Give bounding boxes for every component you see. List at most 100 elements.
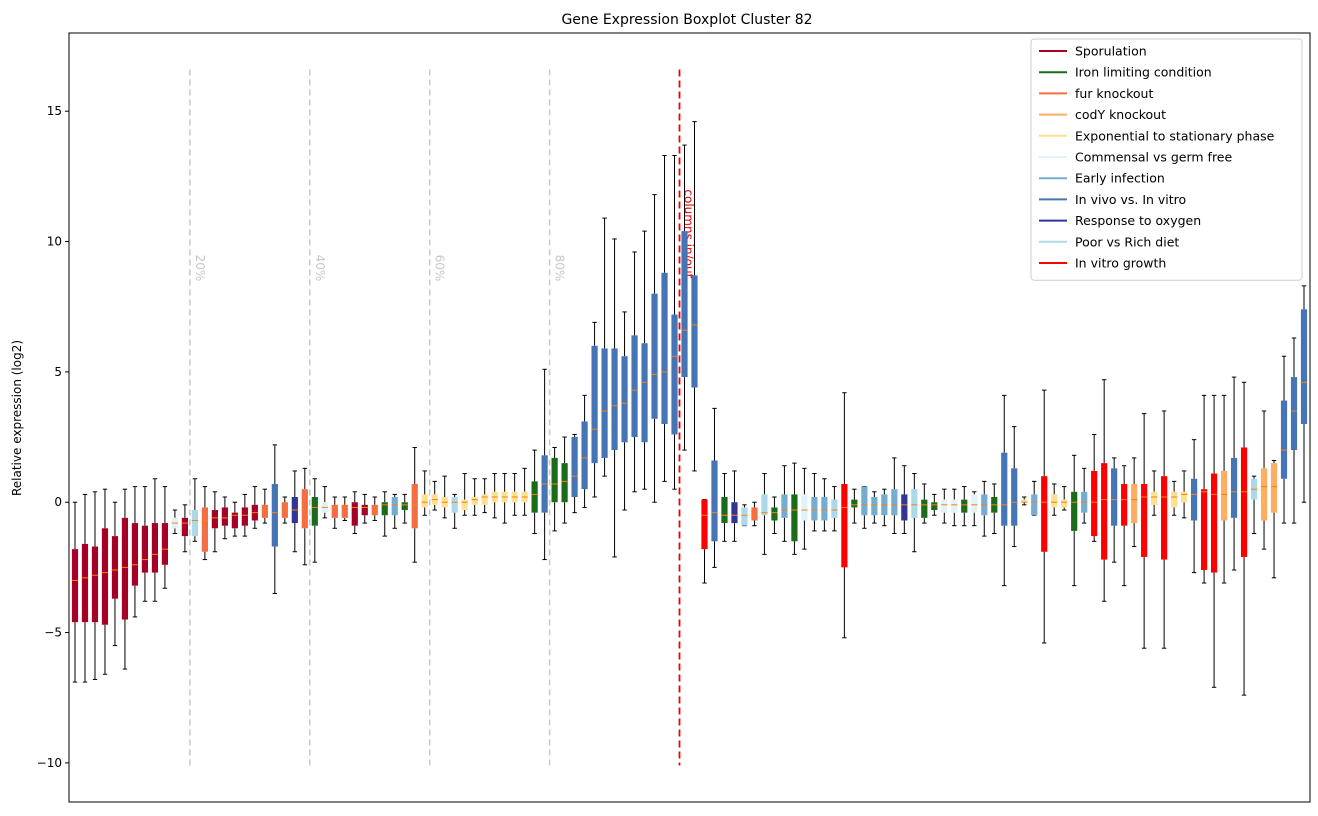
y-tick-label: 15	[47, 104, 62, 118]
box-body	[1210, 473, 1218, 573]
box-body	[651, 293, 658, 419]
box-body	[631, 335, 638, 438]
box-body	[891, 489, 898, 516]
box-9	[161, 486, 169, 589]
box-body	[671, 314, 678, 435]
box-53	[601, 217, 608, 477]
box-36	[431, 480, 438, 511]
box-15	[221, 496, 228, 540]
box-body	[1300, 309, 1308, 425]
box-8	[151, 478, 159, 602]
box-4	[111, 501, 119, 647]
box-body	[731, 502, 738, 524]
box-82	[891, 457, 898, 535]
box-body	[181, 517, 189, 537]
box-26	[331, 496, 338, 529]
box-body	[1141, 483, 1148, 557]
box-110	[1171, 480, 1178, 516]
box-113	[1200, 394, 1208, 584]
legend-label: Exponential to stationary phase	[1075, 128, 1275, 143]
box-body	[221, 507, 228, 526]
box-body	[751, 507, 758, 521]
box-83	[901, 465, 908, 535]
box-body	[81, 543, 89, 623]
box-114	[1210, 394, 1218, 688]
box-body	[411, 483, 418, 529]
box-89	[961, 486, 968, 527]
box-20	[271, 444, 278, 594]
box-69	[761, 473, 768, 555]
box-10	[171, 509, 179, 535]
box-14	[211, 491, 218, 553]
box-body	[711, 460, 718, 542]
box-body	[461, 499, 468, 511]
box-30	[371, 496, 378, 521]
box-body	[201, 507, 208, 552]
box-73	[801, 467, 808, 550]
box-11	[181, 504, 189, 553]
box-50	[571, 433, 578, 514]
legend-label: In vivo vs. In vitro	[1075, 192, 1186, 207]
box-111	[1181, 470, 1188, 519]
box-body	[661, 272, 668, 425]
box-121	[1280, 355, 1288, 524]
box-54	[611, 238, 618, 558]
box-42	[491, 473, 498, 519]
legend-label: codY knockout	[1075, 107, 1166, 122]
box-body	[1260, 468, 1268, 521]
box-105	[1121, 465, 1128, 587]
box-118	[1250, 475, 1258, 535]
box-body	[971, 494, 978, 513]
percentile-marker-label: 60%	[433, 255, 447, 282]
box-body	[1071, 491, 1078, 531]
box-44	[511, 473, 518, 516]
box-37	[441, 475, 448, 519]
legend-label: Poor vs Rich diet	[1075, 234, 1179, 249]
box-body	[331, 504, 338, 518]
box-body	[1190, 478, 1198, 521]
percentile-marker-label: 80%	[553, 255, 567, 282]
box-92	[991, 483, 998, 535]
box-body	[361, 504, 368, 516]
box-body	[1111, 468, 1118, 526]
legend-label: In vitro growth	[1075, 256, 1166, 271]
box-64	[711, 407, 718, 568]
legend-item: Commensal vs germ free	[1039, 150, 1232, 165]
box-31	[381, 491, 388, 537]
box-body	[901, 494, 908, 521]
box-38	[451, 493, 458, 529]
box-57	[641, 230, 648, 490]
box-body	[581, 421, 588, 490]
box-body	[401, 502, 408, 511]
box-body	[601, 348, 608, 458]
box-33	[401, 493, 408, 524]
box-48	[551, 446, 558, 532]
box-72	[791, 462, 798, 555]
percentile-marker-label: 20%	[193, 255, 207, 282]
legend-label: Commensal vs germ free	[1075, 150, 1232, 165]
box-98	[1051, 483, 1058, 516]
legend-label: fur knockout	[1075, 86, 1153, 101]
box-86	[931, 493, 938, 516]
box-65	[721, 473, 728, 542]
box-88	[951, 488, 958, 527]
box-body	[1001, 452, 1008, 526]
box-body	[351, 502, 358, 526]
box-80	[871, 491, 878, 524]
box-body	[791, 494, 798, 542]
box-body	[561, 463, 568, 503]
box-1	[81, 493, 89, 683]
box-body	[1290, 377, 1298, 451]
box-79	[861, 486, 868, 529]
box-13	[201, 486, 208, 561]
box-62	[691, 121, 698, 472]
box-body	[861, 486, 868, 516]
box-body	[761, 494, 768, 516]
box-0	[71, 501, 79, 683]
box-body	[701, 499, 708, 550]
y-tick-label: 5	[54, 365, 62, 379]
box-7	[141, 486, 149, 602]
legend-item: Early infection	[1039, 171, 1165, 186]
box-28	[351, 491, 358, 535]
